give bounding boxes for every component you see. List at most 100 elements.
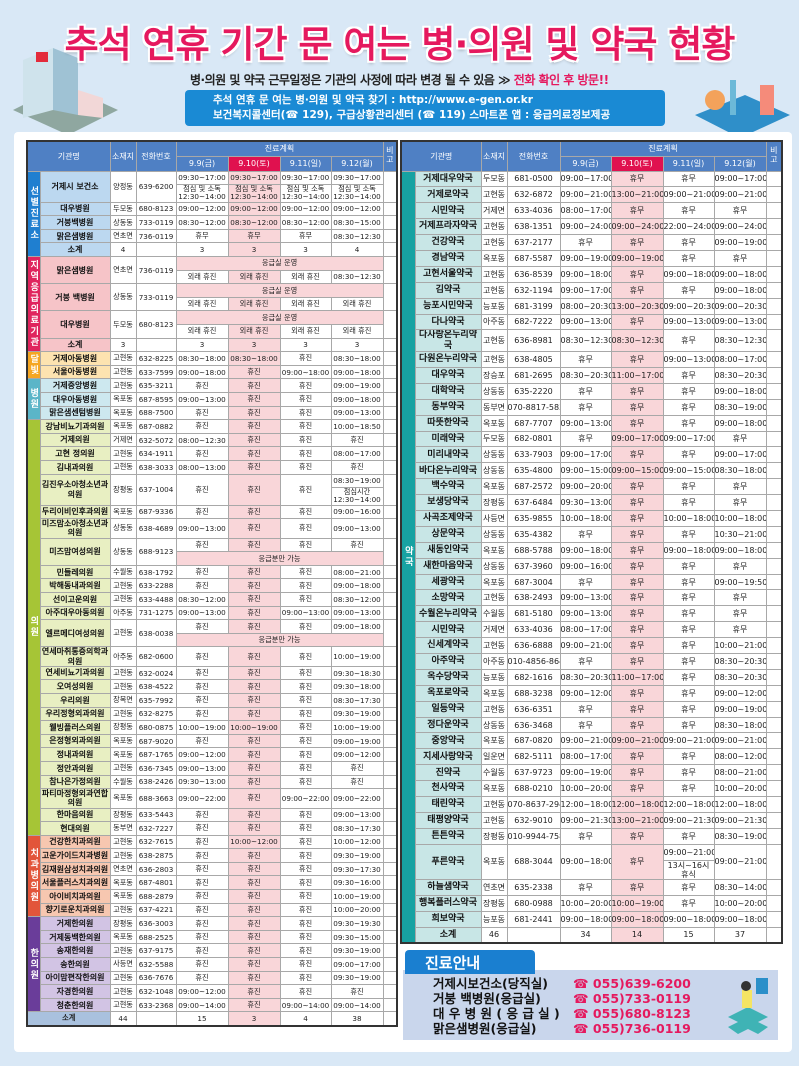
header-location: 소재지	[480, 140, 508, 172]
schedule-cell: 08:30~19:00	[330, 473, 384, 489]
table-row: 건강약국 고현동 637-2177 휴무 휴무 휴무 09:00~19:00	[401, 234, 783, 251]
note-cell	[382, 518, 398, 539]
note-cell	[382, 446, 398, 461]
header-phone: 전화번호	[135, 140, 177, 172]
schedule-cell: 휴진	[227, 592, 281, 607]
schedule-cell: 휴무	[610, 541, 664, 559]
schedule-cell: 휴무	[610, 398, 664, 416]
institution-name: 정안과의원	[39, 760, 111, 776]
table-row: 행복플러스약국 장평동 680-0988 10:00~20:00 10:00~19:00…	[401, 894, 783, 912]
schedule-cell: 09:00~18:00	[330, 619, 384, 634]
schedule-cell: 09:00~18:00	[662, 541, 715, 559]
schedule-cell: 휴무	[662, 637, 715, 655]
schedule-cell: 휴진	[175, 834, 229, 850]
schedule-cell: 휴무	[662, 605, 715, 623]
schedule-cell: 휴무	[662, 398, 715, 416]
schedule-cell: 08:30~20:30	[713, 366, 767, 384]
schedule-cell: 휴진	[330, 432, 384, 448]
merged-schedule-note: 응급분만 가능	[175, 551, 384, 566]
schedule-cell: 휴진	[175, 692, 229, 708]
header-date-sun: 9.11(일)	[279, 155, 332, 172]
note-cell	[765, 589, 783, 607]
phone-number: 635-3211	[135, 378, 177, 393]
schedule-cell: 09:00~24:00	[713, 218, 767, 236]
schedule-cell: 09:00~17:00	[662, 430, 715, 448]
schedule-cell: 외래 휴진	[227, 324, 281, 339]
table-subrow: 13시~16시 휴식	[401, 859, 782, 880]
schedule-cell: 휴진	[279, 351, 332, 366]
phone-number: 638-0038	[135, 619, 177, 648]
schedule-cell: 09:00~13:00	[662, 351, 715, 368]
institution-name: 아이맘편작한의원	[39, 970, 111, 986]
note-cell	[765, 398, 783, 416]
note-cell	[765, 878, 783, 896]
location: 고현동	[109, 378, 137, 393]
phone-number: 638-2426	[135, 774, 177, 790]
schedule-cell: 09:00~17:00	[610, 430, 664, 448]
schedule-cell: 11:00~17:00	[610, 366, 664, 384]
schedule-cell: 휴진	[227, 943, 281, 959]
institution-name: 옥포로약국	[414, 684, 482, 702]
location: 고현동	[109, 578, 137, 594]
note-cell	[765, 218, 783, 236]
schedule-cell: 휴진	[227, 679, 281, 694]
table-row: 김재원삼성치과의원 연초면 636-2803 휴진 휴진 휴진 09:30~17:30	[27, 861, 398, 877]
institution-name: 송한의원	[39, 957, 111, 972]
schedule-cell: 09:00~20:30	[662, 297, 715, 315]
location: 상동동	[480, 525, 508, 543]
location: 고현동	[109, 459, 137, 475]
institution-name: 상문약국	[414, 525, 482, 543]
schedule-cell: 휴진	[175, 875, 229, 891]
note-cell	[382, 256, 398, 285]
schedule-cell: 4	[330, 242, 384, 258]
phone-number: 637-2177	[506, 234, 561, 251]
guide-background	[403, 970, 778, 1040]
schedule-cell: 09:00~21:00	[713, 843, 767, 880]
merged-schedule-note: 응급분만 가능	[175, 632, 384, 648]
note-cell	[765, 764, 783, 782]
institution-name: 다사랑온누리약국	[414, 329, 482, 353]
location: 고현동	[480, 637, 508, 655]
subtitle-emphasis: 전화 확인 후 방문!!	[513, 73, 609, 87]
schedule-cell: 휴무	[662, 382, 715, 400]
institution-name: 행복플러스약국	[414, 894, 482, 912]
schedule-cell: 09:30~13:00	[559, 494, 612, 511]
schedule-cell: 휴진	[279, 970, 332, 986]
schedule-cell: 3	[227, 242, 281, 258]
institution-name: 하늘샘약국	[414, 878, 482, 896]
location: 고현동	[109, 902, 137, 918]
schedule-cell: 09:00~18:00	[279, 364, 332, 380]
schedule-cell: 08:30~19:00	[713, 398, 767, 416]
schedule-cell: 휴진	[227, 646, 281, 667]
schedule-cell: 휴무	[610, 700, 664, 718]
schedule-cell: 09:00~12:00	[175, 984, 229, 999]
table-row: 김내과의원 고현동 638-3033 08:00~13:00 휴진 휴진 휴진	[27, 459, 398, 475]
institution-name: 경남약국	[414, 249, 482, 267]
category-label: 병원	[26, 378, 41, 421]
location: 상동동	[109, 537, 137, 566]
phone-number: 632-9010	[506, 811, 561, 829]
schedule-cell: 휴무	[279, 228, 332, 244]
note-cell	[382, 861, 398, 877]
schedule-cell: 휴무	[559, 653, 612, 670]
schedule-cell: 휴무	[662, 827, 715, 845]
schedule-cell: 휴무	[610, 414, 664, 432]
schedule-cell: 휴진	[227, 665, 281, 681]
header-date-sat: 9.10(토)	[227, 155, 281, 172]
schedule-cell: 11:00~17:00	[610, 668, 664, 686]
schedule-cell: 휴진	[175, 916, 229, 931]
schedule-cell: 휴진	[175, 957, 229, 972]
note-cell	[765, 249, 783, 267]
note-cell	[765, 637, 783, 655]
table-row: 소망약국 고현동 638-2493 09:00~13:00 휴무 휴무 휴무	[401, 589, 783, 607]
schedule-cell: 휴진	[227, 929, 281, 945]
schedule-cell: 휴진	[279, 419, 332, 434]
institution-name: 우리의원	[39, 692, 111, 708]
table-row: 중앙약국 옥포동 687-0820 09:00~21:00 09:00~21:00 09:…	[401, 732, 783, 750]
location: 옥포동	[109, 391, 137, 407]
schedule-cell: 휴무	[662, 249, 715, 267]
schedule-cell: 휴진	[227, 619, 281, 634]
phone-number: 682-1616	[506, 668, 561, 686]
phone-number: 636-7345	[135, 760, 177, 776]
category-label: 달빛	[26, 351, 41, 380]
